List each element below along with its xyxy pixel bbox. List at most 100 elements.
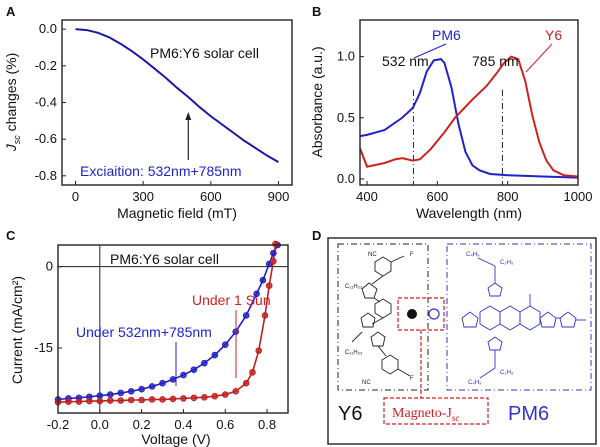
panel-c-point-series-0 [169,376,177,383]
y6-label: Y6 [338,403,362,425]
panel-c-point-series-1 [265,282,273,289]
panel-d-diagram: C₁₁H₂₃ C₁₁H₂₃ NC NC F F C₄H₉ [327,237,597,445]
panel-a-ytick-label: 0.0 [39,21,57,36]
panel-b-series-line-pm6 [359,58,579,179]
panel-a-xlabel: Magnetic field (mT) [117,205,237,221]
y6-molecule-box [337,243,429,391]
panel-c-xtick-label: -0.2 [47,417,69,432]
pm6-chain-label-4: C₂H₅ [500,370,514,376]
panel-c-point-series-0 [148,383,156,390]
panel-c-point-series-0 [211,351,219,359]
panel-c-point-series-1 [169,395,177,403]
panel-c-point-series-1 [201,393,208,401]
panel-c-ytick-label: 0 [46,259,53,274]
panel-c-ytick-label: -15 [34,340,53,355]
panel-c-point-series-1 [242,379,250,387]
panel-a-ylabel-sub: sc [12,135,22,145]
y6-label-nc-top: NC [368,252,377,258]
panel-c-point-series-0 [159,379,166,387]
panel-b-ylabel: Absorbance (a.u.) [309,46,325,157]
panel-c-ylabel: Current (mA/cm²) [9,276,25,384]
panel-b-ytick-label: 0.5 [337,110,355,125]
panel-d-frame [327,237,597,445]
panel-c-point-series-1 [127,396,135,404]
panel-c-series-line-532-785 [57,244,279,401]
panel-a-xtick-label: 300 [132,189,154,204]
y6-molecule-structure [351,255,411,377]
panel-c-point-series-1 [180,395,187,402]
panel-c-xtick-label: 0.2 [133,417,151,432]
panel-c-series-label-1-sun: Under 1 Sun [192,292,271,308]
panel-c-point-series-1 [96,397,104,405]
panel-c-point-series-1 [65,398,72,405]
pm6-chain-label-1: C₄H₉ [466,252,480,258]
hole-circle [428,308,440,320]
pm6-polymer-structure [461,257,586,379]
panel-c-point-series-0 [96,392,104,399]
magneto-label-sub: sc [452,413,460,423]
panel-b-xtick-label: 800 [497,189,519,204]
y6-chain-labels: C₁₁H₂₃ C₁₁H₂₃ NC NC F F [345,252,414,386]
panel-c-point-series-1 [138,396,145,404]
panel-c-point-series-0 [190,366,198,373]
pm6-chain-label-2: C₂H₅ [500,260,514,266]
panel-c-point-series-1 [272,240,279,248]
panel-label-d: D [312,228,321,243]
magneto-label: Magneto-Jsc [392,406,459,423]
panel-c-point-series-1 [221,391,229,398]
panel-b-series-label-y6: Y6 [545,27,562,43]
panel-c-point-series-1 [106,397,114,404]
panel-b-marker-label-532: 532 nm [382,53,429,69]
panel-b-y6-pointer [525,43,553,73]
panel-b-pm6-pointer [413,43,447,59]
panel-a-ylabel-main: J [3,143,19,152]
panel-c-point-series-0 [106,391,114,398]
panel-a-xtick-label: 900 [268,189,290,204]
panel-c-annotation: PM6:Y6 solar cell [110,251,219,267]
panel-c-point-series-1 [261,312,269,319]
panel-label-a: A [6,4,16,19]
panel-c-point-series-0 [253,290,260,298]
y6-chain-label-2: C₁₁H₂₃ [345,350,363,356]
pm6-chain-label-3: C₄H₉ [468,380,482,386]
panel-c-point-series-0 [270,249,277,257]
panel-c-chart: -0.2 0.0 0.2 0.4 0.6 0.8 0 -15 PM6:Y6 solar cel… [9,240,289,447]
magneto-small-box [397,297,445,331]
panel-c-xtick-label: 0.6 [216,417,234,432]
panel-c-xlabel: Voltage (V) [141,431,210,447]
panel-b-series-label-pm6: PM6 [432,27,461,43]
y6-label-cn-bottom: NC [362,380,371,386]
panel-b-ytick-label: 0.0 [337,171,355,186]
panel-c-point-series-1 [255,347,263,354]
panel-c-point-series-1 [232,388,240,395]
panel-b-xtick-label: 600 [427,189,449,204]
panel-c-point-series-1 [249,369,256,376]
panel-c-series-label-532-785: Under 532nm+785nm [76,324,212,340]
panel-c-point-series-0 [221,341,229,349]
panel-b-chart: 400 600 800 1000 0.0 0.5 1.0 532 nm 785 nm PM6… [309,19,593,221]
panel-a-ytick-label: -0.2 [35,58,57,73]
panel-b-frame [359,19,579,186]
panel-b-xlabel: Wavelength (nm) [416,205,522,221]
panel-a-legend-text: Exciaition: 532nm+785nm [80,163,242,179]
panel-a-series-line [75,28,279,163]
panel-a-ytick-label: -0.6 [35,131,57,146]
y6-label-f-bottom: F [410,376,414,382]
panel-a-ytick-label: -0.8 [35,168,57,183]
panel-c-point-series-0 [201,359,208,367]
panel-c-point-series-1 [270,257,277,265]
panel-a-ytick-label: -0.4 [35,95,57,110]
panel-b-series-line-y6 [359,55,579,178]
panel-b-xtick-label: 400 [356,189,378,204]
panel-c-point-series-0 [127,388,135,395]
panel-a-ylabel-rest: changes (%) [3,53,19,135]
magneto-label-main: Magneto-J [392,406,452,421]
panel-b-xtick-label: 1000 [564,189,593,204]
panel-a-chart: 0 300 600 900 0.0 -0.2 -0.4 -0.6 -0.8 PM6:Y6 sol… [3,19,293,221]
y6-label-f-top: F [410,252,414,258]
panel-c-point-series-1 [148,396,156,403]
panel-c-xtick-label: 0.8 [258,417,276,432]
electron-dot [407,309,417,319]
panel-c-point-series-1 [159,396,166,403]
